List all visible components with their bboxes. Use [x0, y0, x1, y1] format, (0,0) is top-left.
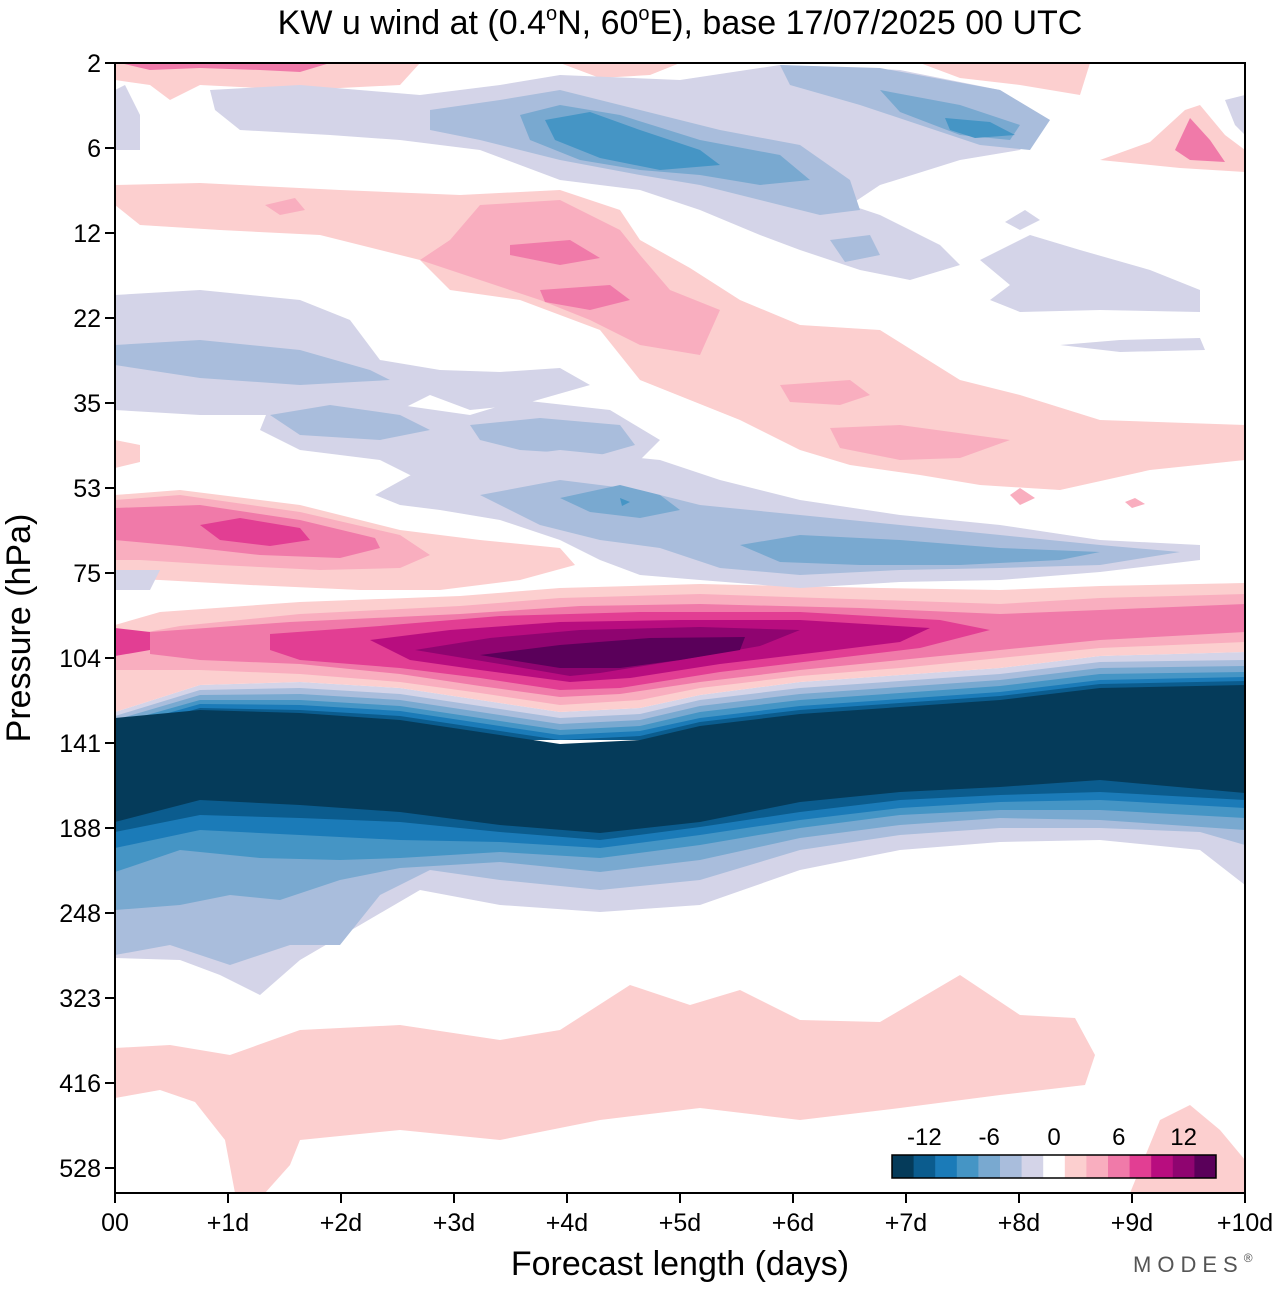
contour-pos-top-3: [560, 63, 680, 78]
chart-title: KW u wind at (0.4oN, 60oE), base 17/07/2…: [278, 3, 1083, 42]
y-tick-label: 22: [73, 305, 101, 333]
y-tick-label: 416: [59, 1070, 101, 1098]
contour-pos-diagonal-3: [780, 380, 870, 405]
contour-pos-diagonal-7: [265, 198, 305, 215]
contour-fill-layer: [115, 63, 1245, 1193]
y-tick-label: 75: [73, 560, 101, 588]
colorbar-label: 12: [1170, 1124, 1197, 1151]
brand-logo: MODES®: [1133, 1251, 1259, 1277]
y-tick-label: 35: [73, 390, 101, 418]
x-tick-label: +8d: [998, 1209, 1040, 1237]
x-axis-label: Forecast length (days): [511, 1245, 849, 1283]
contour-neg-right-2: [1060, 338, 1205, 352]
y-tick-label: 12: [73, 220, 101, 248]
contour-neg-mid-2: [115, 340, 390, 385]
colorbar-swatch: [1129, 1155, 1152, 1178]
x-tick-label: +6d: [772, 1209, 814, 1237]
y-tick-label: 104: [59, 645, 101, 673]
contour-pos-diagonal-6: [540, 285, 630, 310]
contour-neg-mid-9: [740, 535, 1100, 565]
x-tick-label: +1d: [207, 1209, 249, 1237]
colorbar-label: 0: [1047, 1124, 1060, 1151]
colorbar-swatch: [913, 1155, 936, 1178]
contour-pos-upper-band-4: [200, 518, 310, 546]
contour-pos-small-3: [1125, 498, 1145, 508]
brand-mark: ®: [1244, 1251, 1259, 1265]
x-tick-label: +2d: [320, 1209, 362, 1237]
colorbar-label: -6: [979, 1124, 1000, 1151]
y-tick-label: 141: [59, 730, 101, 758]
contour-pos-top-7: [1175, 118, 1225, 162]
contour-neg-mid-10: [620, 498, 630, 506]
y-tick-label: 248: [59, 900, 101, 928]
y-tick-label: 188: [59, 815, 101, 843]
contour-pos-small-2: [1010, 488, 1035, 505]
contour-neg-right-3: [1005, 210, 1040, 230]
contour-neg-mid-11: [115, 570, 160, 590]
contour-pos-diagonal-5: [510, 240, 600, 265]
x-tick-label: +4d: [546, 1209, 588, 1237]
x-tick-label: +10d: [1217, 1209, 1273, 1237]
y-tick-label: 6: [87, 135, 101, 163]
colorbar-swatch: [1043, 1155, 1066, 1178]
contour-neg-strat-10: [830, 235, 880, 262]
x-axis: 00 +1d +2d +3d +4d +5d +6d +7d +8d +9d +10d: [101, 1193, 1273, 1237]
contour-neg-mid-4: [270, 405, 430, 440]
title-mid: N, 60: [557, 4, 638, 42]
contour-pos-jet-level-7: [480, 637, 745, 668]
x-tick-label: +9d: [1111, 1209, 1153, 1237]
title-prefix: KW u wind at (0.4: [278, 4, 546, 42]
colorbar-swatch: [1151, 1155, 1174, 1178]
title-degree-1: o: [546, 3, 557, 25]
contour-neg-jet-core: [115, 685, 1245, 833]
y-tick-label: 323: [59, 985, 101, 1013]
colorbar-swatch: [978, 1155, 1001, 1178]
colorbar-swatch: [956, 1155, 979, 1178]
contour-pos-diagonal-4: [830, 425, 1010, 460]
contour-pos-left-edge: [115, 628, 150, 656]
contour-neg-strat-4: [545, 112, 720, 170]
title-suffix: E), base 17/07/2025 00 UTC: [650, 4, 1083, 42]
colorbar-swatch: [1000, 1155, 1023, 1178]
colorbar-swatch: [1021, 1155, 1044, 1178]
contour-neg-right-1: [980, 235, 1200, 312]
contour-pos-small-1: [115, 440, 140, 468]
colorbar-swatch: [892, 1155, 915, 1178]
x-tick-label: +7d: [885, 1209, 927, 1237]
contour-neg-strat-9: [1225, 95, 1245, 135]
y-tick-label: 53: [73, 475, 101, 503]
colorbar-swatch: [935, 1155, 958, 1178]
contour-pos-diagonal-2: [420, 200, 720, 355]
y-axis-label: Pressure (hPa): [0, 514, 38, 743]
contour-neg-mid-1: [115, 290, 590, 415]
x-tick-label: +3d: [433, 1209, 475, 1237]
contour-neg-strat-7: [945, 118, 1015, 138]
contour-pos-lower-troposphere: [115, 975, 1095, 1193]
colorbar-swatch: [1086, 1155, 1109, 1178]
y-tick-label: 528: [59, 1155, 101, 1183]
brand-name: MODES: [1133, 1252, 1244, 1277]
x-tick-label: +5d: [659, 1209, 701, 1237]
y-axis: 2 6 12 22 35 53 75 104 141 188 248 323 416 528: [59, 50, 115, 1183]
colorbar-swatch: [1108, 1155, 1131, 1178]
contour-pos-top-1: [115, 63, 420, 100]
colorbar-swatch: [1064, 1155, 1087, 1178]
y-tick-label: 2: [87, 50, 101, 78]
colorbar-swatch: [1172, 1155, 1195, 1178]
contour-neg-mid-8: [560, 485, 680, 518]
colorbar-legend: -12 -6 0 6 12: [891, 1124, 1217, 1179]
colorbar-label: 6: [1112, 1124, 1125, 1151]
colorbar-frame: [891, 1154, 1217, 1179]
contour-pos-top-4: [920, 63, 1090, 95]
x-tick-label: 00: [101, 1209, 129, 1237]
colorbar-swatch: [1194, 1155, 1217, 1178]
title-degree-2: o: [638, 3, 649, 25]
contour-neg-strat-8: [115, 85, 140, 150]
contour-pos-top-2: [120, 63, 330, 72]
contour-neg-mid-5: [470, 418, 635, 455]
colorbar-label: -12: [907, 1124, 942, 1151]
